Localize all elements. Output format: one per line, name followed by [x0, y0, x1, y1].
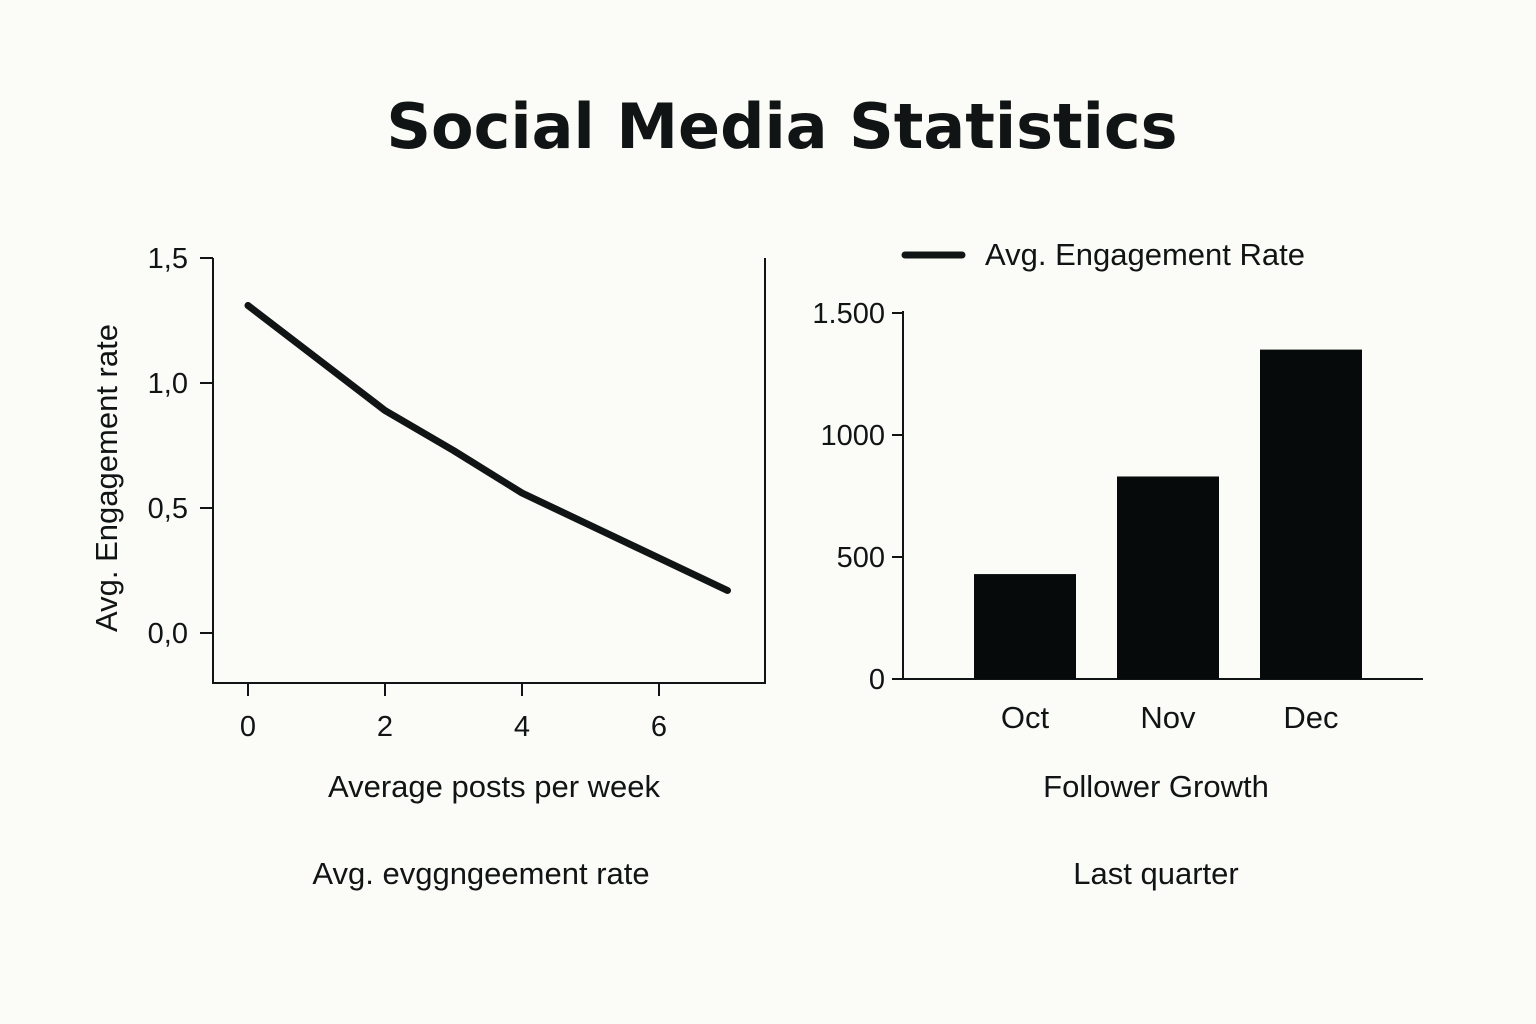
line-chart-y-tick-label: 1,0 — [148, 368, 188, 400]
line-chart-y-tick-label: 1,5 — [148, 243, 188, 275]
bar-chart-x-tick-label: Oct — [1001, 700, 1050, 735]
bar-chart-y-tick-label: 1.500 — [812, 298, 885, 330]
legend-label: Avg. Engagement Rate — [985, 237, 1305, 272]
bar-chart-y-ticks: 0 500 1000 1.500 — [812, 298, 903, 696]
line-chart-y-axis-label: Avg. Engagement rate — [89, 324, 124, 632]
line-chart-x-axis-label: Average posts per week — [328, 769, 661, 804]
line-chart-x-tick-label: 6 — [651, 711, 667, 743]
line-chart-series — [244, 302, 731, 594]
bar-chart-caption: Last quarter — [1073, 856, 1238, 891]
line-chart: 0,0 0,5 1,0 1,5 0 2 4 6 Avg. Engagement rate A… — [89, 243, 766, 891]
bar-chart-x-tick-label: Nov — [1140, 700, 1196, 735]
bar-chart-y-tick-label: 0 — [869, 664, 885, 696]
line-chart-y-ticks: 0,0 0,5 1,0 1,5 — [148, 243, 213, 650]
bar-dec — [1260, 349, 1362, 679]
bar-chart-y-tick-label: 1000 — [820, 420, 885, 452]
line-chart-caption: Avg. evggngeement rate — [312, 856, 649, 891]
bar-chart: Avg. Engagement Rate 0 500 1000 1.500 Oct No… — [812, 237, 1423, 891]
line-series-engagement — [244, 302, 731, 594]
bar-oct — [974, 574, 1076, 679]
line-chart-x-tick-label: 0 — [240, 711, 256, 743]
bar-chart-x-axis-label: Follower Growth — [1043, 769, 1269, 804]
line-chart-y-tick-label: 0,0 — [148, 618, 188, 650]
line-chart-y-tick-label: 0,5 — [148, 493, 188, 525]
line-chart-axes — [212, 258, 766, 684]
bar-chart-x-tick-label: Dec — [1283, 700, 1338, 735]
bar-chart-legend: Avg. Engagement Rate — [901, 237, 1305, 272]
bar-nov — [1117, 476, 1219, 679]
bar-chart-x-tick-labels: Oct Nov Dec — [1001, 700, 1339, 735]
page-title: Social Media Statistics — [386, 90, 1177, 163]
bar-chart-y-tick-label: 500 — [837, 542, 885, 574]
line-chart-x-ticks: 0 2 4 6 — [240, 683, 667, 743]
bar-chart-bars — [974, 349, 1362, 679]
line-chart-x-tick-label: 2 — [377, 711, 393, 743]
line-chart-x-tick-label: 4 — [514, 711, 530, 743]
